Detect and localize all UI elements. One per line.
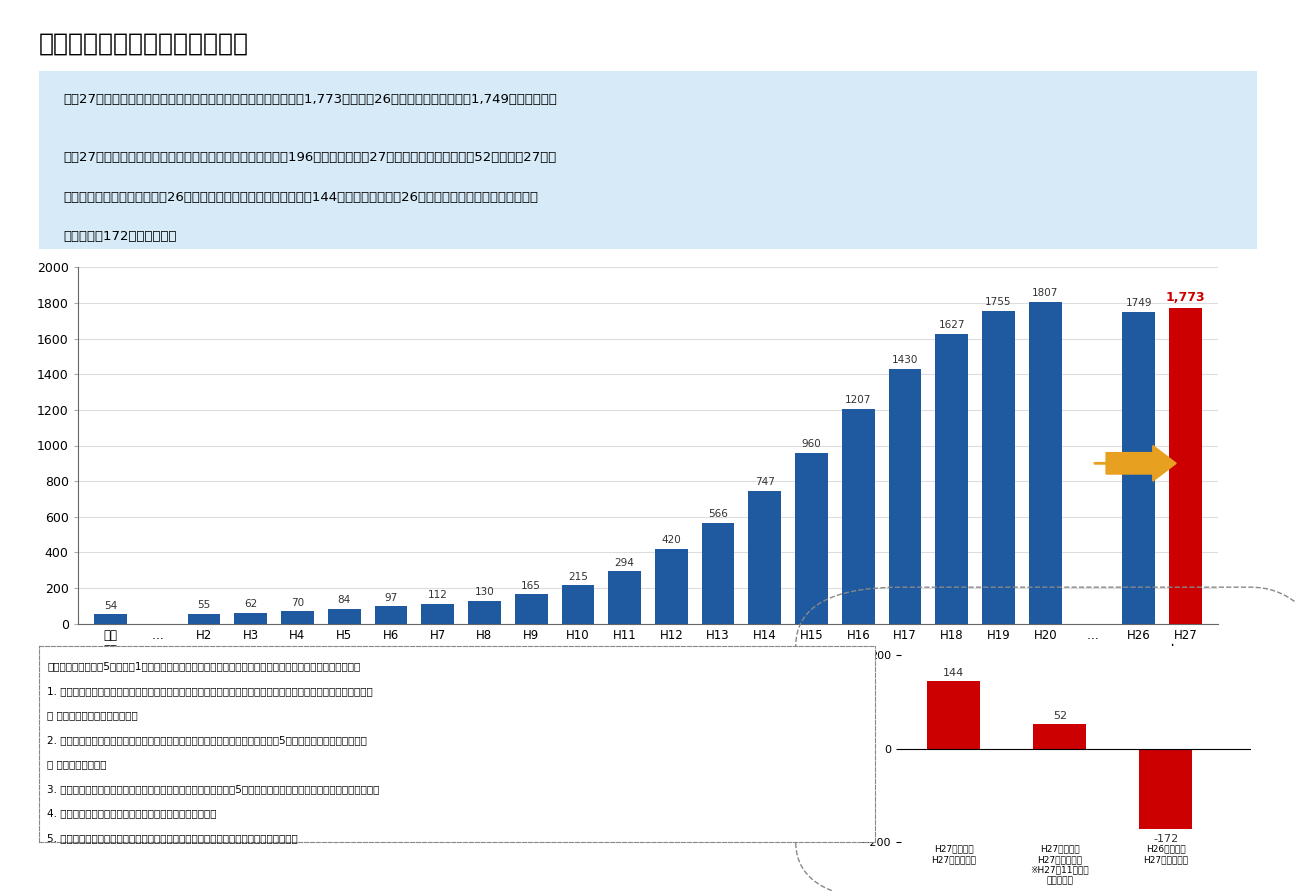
Text: 1755: 1755: [985, 298, 1012, 307]
Text: 52: 52: [1052, 711, 1067, 721]
Text: 62: 62: [244, 599, 258, 609]
Text: 420: 420: [661, 535, 682, 545]
FancyArrow shape: [1105, 446, 1177, 481]
Text: 2. 協同研究ベンチャー：創業者の持つ技術やノウハウを事業化するために、設立5年以内に大学と協同研究等を: 2. 協同研究ベンチャー：創業者の持つ技術やノウハウを事業化するために、設立5年…: [47, 735, 367, 745]
Text: 5. 関連ベンチャー：大学からの出資がある等その他、大学と深い関連のあるベンチャー: 5. 関連ベンチャー：大学からの出資がある等その他、大学と深い関連のあるベンチャ…: [47, 833, 298, 843]
Bar: [936, 334, 968, 624]
Text: 54: 54: [104, 601, 117, 610]
Bar: [927, 682, 980, 748]
Text: 97: 97: [385, 593, 398, 603]
Text: 平成27年度調査で新たに存在が把握できた大学発ベンチャー196社のうち、平成27年度に新設されたものが52社、平成27年度: 平成27年度調査で新たに存在が把握できた大学発ベンチャー196社のうち、平成27…: [64, 151, 556, 165]
Bar: [1029, 302, 1061, 624]
Bar: [95, 614, 127, 624]
Bar: [1139, 748, 1192, 829]
Text: 566: 566: [708, 510, 728, 519]
Bar: [608, 571, 642, 624]
Bar: [1169, 307, 1201, 624]
Bar: [1033, 724, 1086, 748]
Text: 960: 960: [802, 439, 822, 449]
Text: 1,773: 1,773: [1165, 291, 1205, 304]
Bar: [982, 311, 1015, 624]
Text: 112: 112: [428, 590, 447, 601]
Bar: [561, 585, 595, 624]
Text: [年度]: [年度]: [1194, 688, 1218, 701]
Bar: [328, 609, 360, 624]
Text: 以前に設立されていたが平成26年度調査で把握できなかったものが144社であった。平成26年度調査後に閉鎖した大学発ベン: 以前に設立されていたが平成26年度調査で把握できなかったものが144社であった。…: [64, 191, 538, 204]
Bar: [796, 453, 828, 624]
Text: 294: 294: [614, 558, 635, 568]
Text: -172: -172: [1153, 834, 1178, 844]
Text: 平成27年度調査において、存在が確認された大学発ベンチャーは1,773社。平成26年度調査で確認された1,749社から微増。: 平成27年度調査において、存在が確認された大学発ベンチャーは1,773社。平成2…: [64, 93, 557, 106]
Text: 1207: 1207: [845, 395, 871, 405]
Text: 本調査では、下記の5つのうち1つ以上に当てはまるベンチャー企業を「大学発ベンチャー」と定義している。: 本調査では、下記の5つのうち1つ以上に当てはまるベンチャー企業を「大学発ベンチャ…: [47, 662, 360, 672]
Bar: [375, 607, 407, 624]
Text: 130: 130: [474, 587, 494, 597]
Text: 新規に設立されたベンチャー: 新規に設立されたベンチャー: [47, 711, 137, 721]
Text: 4. 学生ベンチャー：大学と深い関連のある学生ベンチャー: 4. 学生ベンチャー：大学と深い関連のある学生ベンチャー: [47, 809, 216, 819]
Text: 1807: 1807: [1032, 288, 1059, 298]
Text: 70: 70: [290, 598, 305, 608]
Text: 84: 84: [337, 595, 351, 605]
Text: 144: 144: [943, 667, 964, 678]
Bar: [421, 604, 454, 624]
Text: 行ったベンチャー: 行ったベンチャー: [47, 760, 106, 770]
Bar: [842, 409, 875, 624]
Bar: [188, 614, 220, 624]
Text: 747: 747: [754, 477, 775, 487]
Bar: [654, 549, 688, 624]
Text: 1. 研究成果ベンチャー：大学で達成された研究成果に基づく特許や新たな技術・ビジネス手法を事業化する目的で: 1. 研究成果ベンチャー：大学で達成された研究成果に基づく特許や新たな技術・ビジ…: [47, 686, 373, 696]
Bar: [1122, 312, 1155, 624]
Bar: [235, 613, 267, 624]
Bar: [701, 523, 735, 624]
Text: 55: 55: [197, 601, 210, 610]
Text: 165: 165: [521, 581, 542, 591]
Text: チャーは、172社であった。: チャーは、172社であった。: [64, 230, 176, 243]
Bar: [281, 611, 314, 624]
Text: 1627: 1627: [938, 320, 966, 331]
Bar: [889, 369, 921, 624]
Bar: [515, 594, 547, 624]
Text: 1749: 1749: [1125, 298, 1152, 308]
Bar: [468, 601, 500, 624]
Text: 3. 技術移転ベンチャー：既存事業を維持・発展させるため、設立5年以内に大学から技術移転等を受けたベンチャー: 3. 技術移転ベンチャー：既存事業を維持・発展させるため、設立5年以内に大学から…: [47, 784, 380, 794]
Text: 1430: 1430: [892, 356, 919, 365]
Text: 大学発ベンチャー設立数の推移: 大学発ベンチャー設立数の推移: [39, 31, 249, 55]
Bar: [749, 491, 781, 624]
Text: 215: 215: [568, 572, 588, 582]
